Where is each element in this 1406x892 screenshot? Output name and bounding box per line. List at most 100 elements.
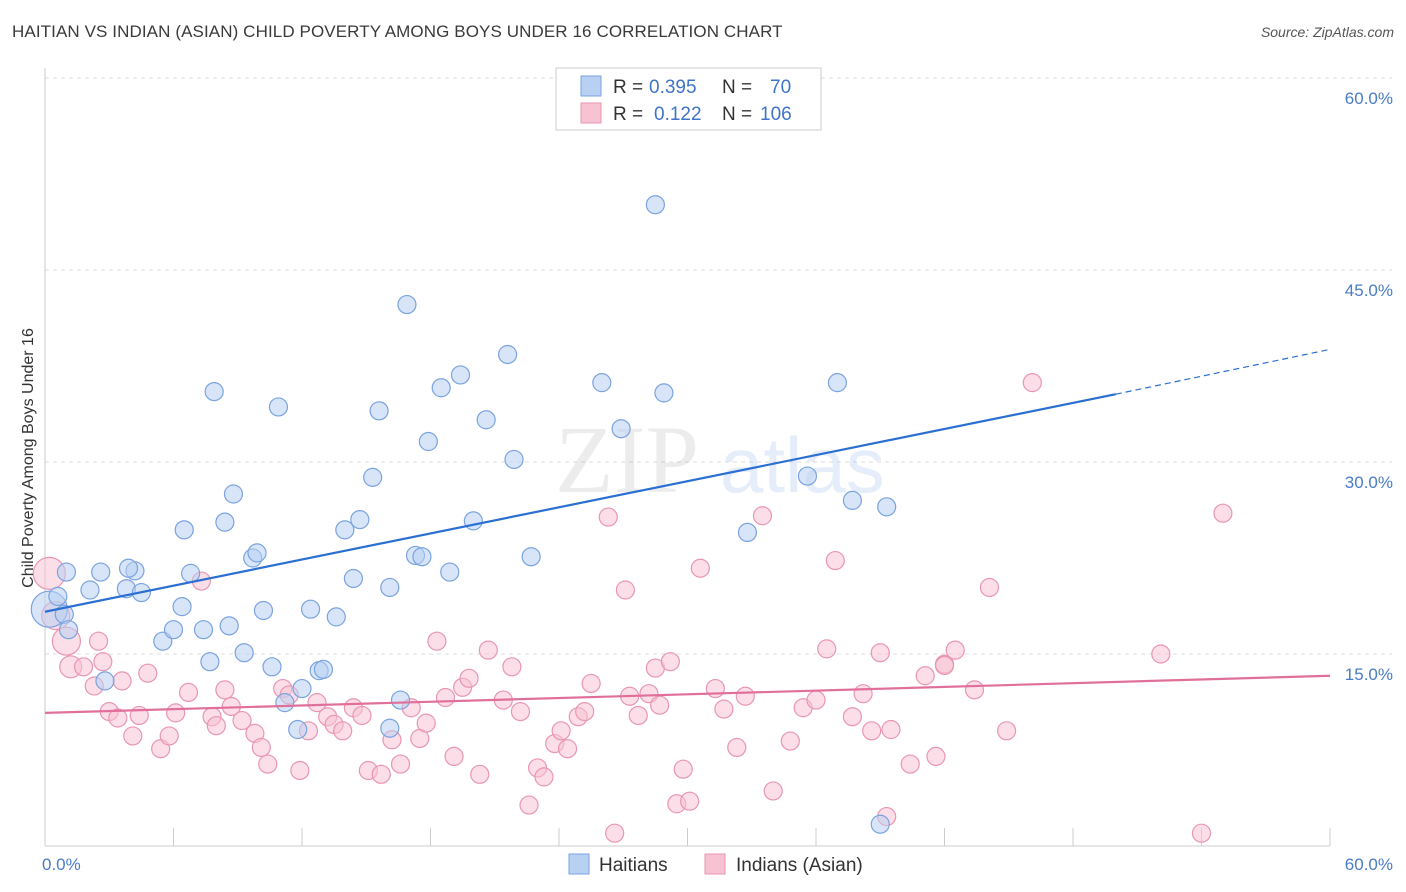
indians-point [575,701,595,722]
indians-point [900,754,920,774]
legend-r-indians: 0.122 [654,104,702,125]
haitians-point [350,509,370,530]
legend-n-label-haitians: N = [722,77,752,98]
haitians-point [247,543,267,563]
indians-point [945,640,965,660]
haitians-point [300,599,321,619]
haitians-points [30,195,897,834]
haitians-point [476,410,496,430]
haitians-point [95,671,115,691]
indians-point [307,693,327,713]
haitians-point [418,431,438,452]
haitians-point [163,620,184,640]
haitians-point [204,382,224,402]
indians-point [862,721,882,741]
indians-point [735,686,755,706]
indians-point [598,507,618,527]
indians-point [825,550,845,571]
indians-point [680,791,700,811]
indians-point [853,684,873,704]
indians-point [390,754,411,774]
indians-point [459,668,479,688]
haitians-point [172,597,192,617]
haitians-point [181,563,201,583]
haitians-point [262,657,282,677]
indians-point [964,680,985,700]
indians-point [112,671,132,691]
indians-point [178,682,199,703]
trend-lines [44,348,1331,714]
indians-point [435,687,456,708]
haitians-point [174,520,194,540]
indians-point [1022,373,1042,393]
indians-point [615,580,635,600]
x-tick-label-max: 60.0% [1345,855,1393,874]
axes: 0.0% 60.0% [42,68,1393,874]
haitians-point [380,718,400,738]
haitians-point [592,373,612,393]
grid-lines: 15.0% 30.0% 45.0% 60.0% [45,77,1393,684]
haitians-point [654,383,674,403]
indians-point [159,726,179,746]
haitians-point [343,568,363,589]
indians-point [333,721,353,741]
indians-point [727,737,747,758]
haitians-point [48,586,68,607]
haitians-point [268,397,289,417]
x-tick-label-min: 0.0% [42,855,81,874]
indians-point [752,506,773,526]
indians-point [232,710,252,731]
indians-point [444,746,464,767]
indians-point [705,678,725,699]
indians-point [371,764,391,784]
indians-point [817,639,837,659]
haitians-point [431,378,451,398]
y-tick-label-15: 15.0% [1345,665,1393,684]
indians-point [290,760,310,781]
haitians-point [611,419,631,439]
indians-point [251,737,271,758]
haitians-point [827,373,848,393]
legend-n-label-indians: N = [722,104,752,125]
bottom-legend-haitians: Haitians [599,855,668,876]
indians-point [628,705,648,726]
haitians-point [498,344,518,365]
legend-r-label-haitians: R = [613,77,643,98]
indians-point [1151,644,1171,664]
indians-point [138,663,158,683]
indians-point [714,699,734,719]
haitians-point [390,690,411,710]
haitians-point [80,580,100,600]
indians-point [352,705,372,726]
haitians-point [313,659,334,679]
indians-point [93,652,113,672]
indians-point [416,713,436,733]
indians-point [215,680,235,700]
haitians-trend-extension [1115,348,1331,395]
haitians-point [797,466,818,486]
indians-point [763,781,783,801]
indians-point [881,719,901,740]
haitians-point [219,616,239,636]
indians-point [660,652,680,672]
indians-point [1191,823,1212,843]
haitians-point [737,522,758,543]
indians-point [73,657,94,677]
haitians-point [288,719,308,740]
indians-point [510,701,531,722]
indians-point [870,643,890,663]
bottom-legend: Haitians Indians (Asian) [568,853,863,876]
haitians-point [223,484,244,504]
chart-title: HAITIAN VS INDIAN (ASIAN) CHILD POVERTY … [12,22,783,41]
indians-point [673,759,693,779]
haitians-point [275,693,295,713]
indians-point [258,754,278,774]
haitians-point [645,195,665,215]
haitians-point [335,520,355,540]
haitians-point [450,365,471,385]
indians-point [650,695,670,715]
indians-point [88,631,109,651]
indians-point [979,577,1000,598]
indians-point [123,726,143,746]
haitians-point [397,294,417,315]
